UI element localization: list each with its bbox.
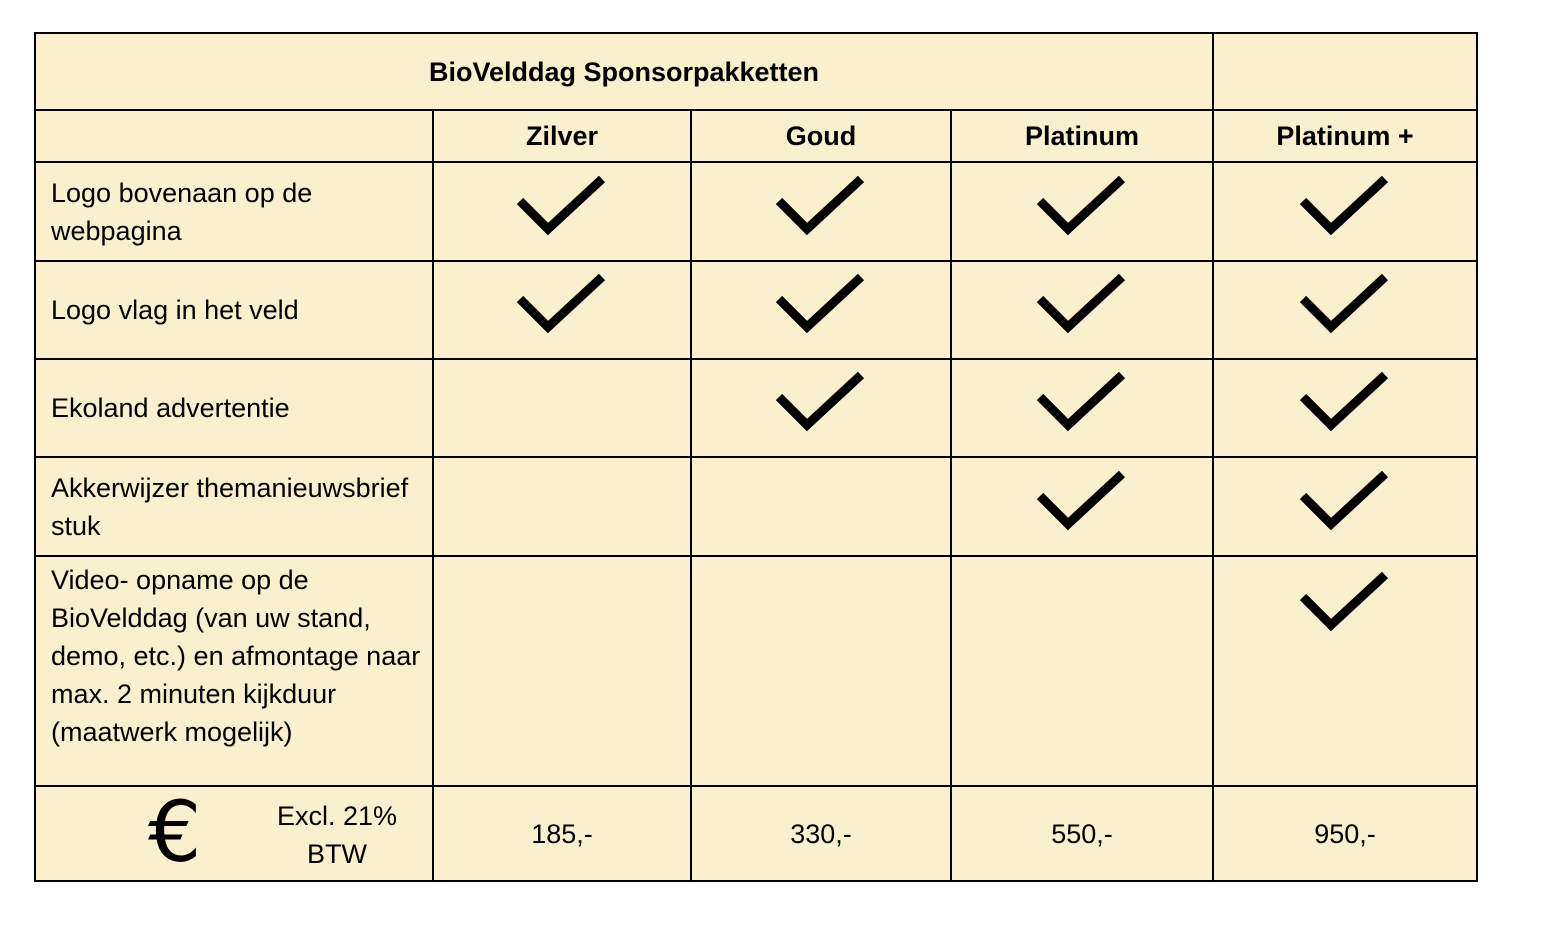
check-icon bbox=[1297, 271, 1393, 339]
check-icon bbox=[1297, 173, 1393, 241]
included-cell bbox=[432, 456, 692, 557]
column-header-goud: Goud bbox=[690, 109, 952, 163]
price-platinum-plus: 950,- bbox=[1212, 785, 1479, 882]
feature-row: Video- opname op de BioVelddag (van uw s… bbox=[34, 555, 1479, 787]
check-icon bbox=[773, 271, 869, 339]
check-icon bbox=[773, 173, 869, 241]
included-cell bbox=[949, 260, 1215, 360]
check-icon bbox=[1034, 173, 1130, 241]
column-header-platinum-plus: Platinum + bbox=[1212, 109, 1479, 163]
included-cell bbox=[1212, 260, 1479, 360]
check-icon bbox=[1034, 468, 1130, 536]
column-header-platinum: Platinum bbox=[949, 109, 1215, 163]
feature-row: Akkerwijzer themanieuwsbrief stuk bbox=[34, 456, 1479, 557]
included-cell bbox=[690, 555, 952, 787]
included-cell bbox=[690, 456, 952, 557]
feature-row: Logo vlag in het veld bbox=[34, 260, 1479, 360]
check-icon bbox=[514, 173, 610, 241]
included-cell bbox=[1212, 358, 1479, 458]
sponsor-package-table: BioVelddag Sponsorpakketten Zilver Goud … bbox=[33, 32, 1479, 882]
title-row-empty-cell bbox=[1212, 32, 1479, 111]
check-icon bbox=[1034, 271, 1130, 339]
feature-label: Akkerwijzer themanieuwsbrief stuk bbox=[34, 456, 434, 557]
price-label-cell: € Excl. 21% BTW bbox=[34, 783, 434, 882]
check-icon bbox=[1034, 369, 1130, 437]
price-zilver: 185,- bbox=[432, 785, 692, 882]
feature-label: Ekoland advertentie bbox=[34, 358, 434, 458]
included-cell bbox=[690, 358, 952, 458]
price-platinum: 550,- bbox=[949, 785, 1215, 882]
title-row: BioVelddag Sponsorpakketten bbox=[33, 32, 1479, 111]
vat-note-line: Excl. 21% bbox=[276, 801, 398, 831]
included-cell bbox=[432, 555, 692, 787]
header-corner-cell bbox=[34, 109, 434, 163]
header-row: Zilver Goud Platinum Platinum + bbox=[34, 109, 1479, 163]
included-cell bbox=[432, 161, 692, 262]
vat-note: Excl. 21% BTW bbox=[254, 797, 420, 873]
included-cell bbox=[1212, 456, 1479, 557]
feature-label: Logo vlag in het veld bbox=[34, 260, 434, 360]
included-cell bbox=[949, 161, 1215, 262]
included-cell bbox=[949, 358, 1215, 458]
feature-row: Ekoland advertentie bbox=[34, 358, 1479, 458]
included-cell bbox=[690, 161, 952, 262]
price-row: € Excl. 21% BTW 185,- 330,- 550,- 950,- bbox=[34, 783, 1479, 882]
check-icon bbox=[514, 271, 610, 339]
column-header-zilver: Zilver bbox=[432, 109, 692, 163]
price-goud: 330,- bbox=[690, 785, 952, 882]
feature-row: Logo bovenaan op de webpagina bbox=[34, 161, 1479, 262]
check-icon bbox=[1297, 569, 1393, 637]
included-cell bbox=[432, 260, 692, 360]
sponsor-table-sheet: BioVelddag Sponsorpakketten Zilver Goud … bbox=[33, 32, 1479, 882]
check-icon bbox=[773, 369, 869, 437]
vat-note-line: BTW bbox=[307, 839, 367, 869]
euro-icon: € bbox=[148, 783, 202, 881]
feature-label: Logo bovenaan op de webpagina bbox=[34, 161, 434, 262]
included-cell bbox=[432, 358, 692, 458]
included-cell bbox=[949, 456, 1215, 557]
included-cell bbox=[690, 260, 952, 360]
check-icon bbox=[1297, 369, 1393, 437]
table-title: BioVelddag Sponsorpakketten bbox=[33, 32, 1215, 111]
feature-label: Video- opname op de BioVelddag (van uw s… bbox=[34, 555, 434, 787]
included-cell bbox=[1212, 555, 1479, 787]
check-icon bbox=[1297, 468, 1393, 536]
included-cell bbox=[1212, 161, 1479, 262]
included-cell bbox=[949, 555, 1215, 787]
